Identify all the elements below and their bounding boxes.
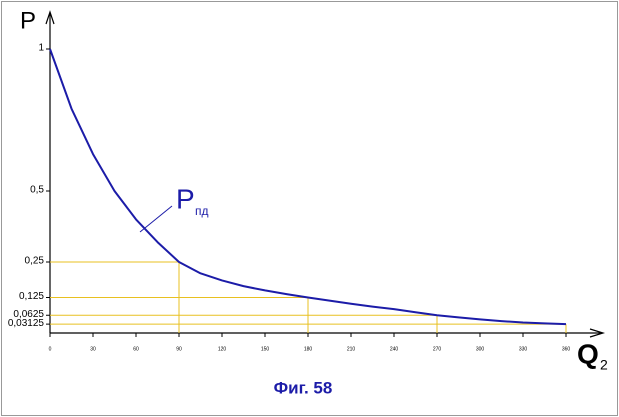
- y-tick-label: 0,03125: [8, 318, 45, 329]
- x-tick-label: 90: [176, 346, 182, 352]
- x-tick-label: 300: [476, 346, 485, 352]
- y-axis-label: P: [20, 7, 36, 34]
- x-arrow: [589, 328, 606, 338]
- x-tick-label: 270: [433, 346, 442, 352]
- y-tick-label: 0,125: [19, 291, 44, 302]
- x-tick-label: 210: [347, 346, 356, 352]
- x-tick-label: 240: [390, 346, 399, 352]
- caption: Фиг. 58: [274, 378, 333, 397]
- annotation-leader: [139, 205, 173, 233]
- y-tick-label: 0,5: [30, 185, 44, 196]
- x-tick-label: 30: [90, 346, 96, 352]
- x-tick-label: 120: [218, 346, 227, 352]
- curve: [49, 48, 567, 326]
- x-tick-label: 360: [562, 346, 571, 352]
- x-tick-label: 150: [261, 346, 270, 352]
- y-arrow: [45, 10, 55, 25]
- y-tick-label: 1: [38, 43, 44, 54]
- x-tick-label: 180: [304, 346, 313, 352]
- x-tick-label: 330: [519, 346, 528, 352]
- annotation-sub: пд: [195, 204, 209, 218]
- annotation: P: [176, 183, 195, 214]
- x-tick-label: 60: [133, 346, 139, 352]
- x-axis-label: Q: [577, 338, 599, 369]
- y-tick-label: 0,25: [25, 256, 45, 267]
- x-tick-label: 0: [49, 346, 52, 352]
- x-axis-label-sub: 2: [600, 357, 608, 373]
- y-tick-label: 0,0625: [13, 309, 44, 320]
